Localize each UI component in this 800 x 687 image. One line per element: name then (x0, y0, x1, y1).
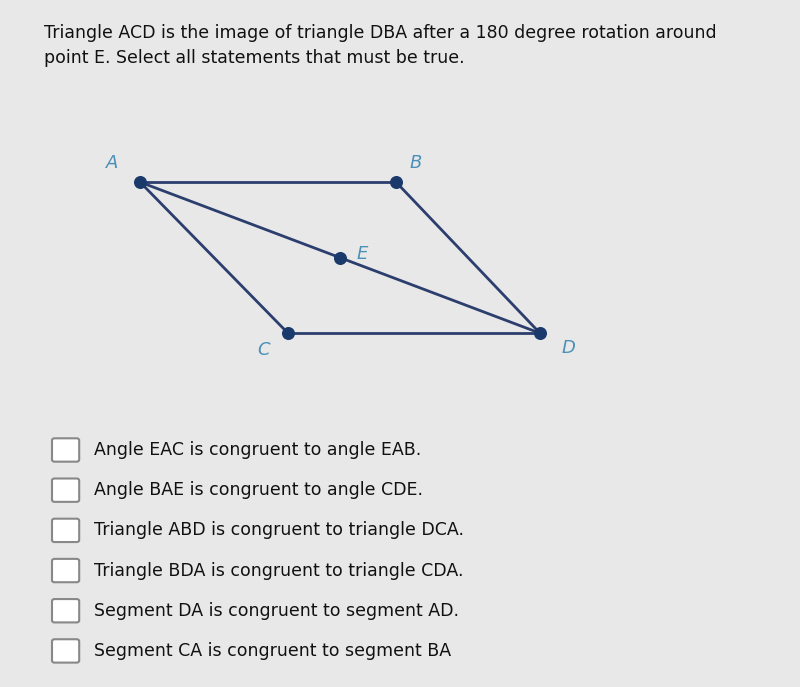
FancyBboxPatch shape (52, 599, 79, 622)
FancyBboxPatch shape (52, 438, 79, 462)
Text: Segment DA is congruent to segment AD.: Segment DA is congruent to segment AD. (94, 602, 459, 620)
Point (134, 177, 146, 188)
FancyBboxPatch shape (52, 478, 79, 502)
Text: A: A (106, 154, 118, 172)
Text: Triangle ACD is the image of triangle DBA after a 180 degree rotation around: Triangle ACD is the image of triangle DB… (44, 24, 717, 42)
Point (282, 328, 294, 339)
FancyBboxPatch shape (52, 559, 79, 583)
Point (334, 252, 346, 263)
Text: C: C (258, 341, 270, 359)
Point (390, 177, 402, 188)
Text: Triangle BDA is congruent to triangle CDA.: Triangle BDA is congruent to triangle CD… (94, 561, 464, 580)
FancyBboxPatch shape (52, 519, 79, 542)
Text: Triangle ABD is congruent to triangle DCA.: Triangle ABD is congruent to triangle DC… (94, 521, 464, 539)
Text: point E. Select all statements that must be true.: point E. Select all statements that must… (44, 49, 465, 67)
Text: Angle EAC is congruent to angle EAB.: Angle EAC is congruent to angle EAB. (94, 441, 422, 459)
Point (534, 328, 546, 339)
Text: Segment CA is congruent to segment BA: Segment CA is congruent to segment BA (94, 642, 451, 660)
FancyBboxPatch shape (52, 640, 79, 662)
Text: Angle BAE is congruent to angle CDE.: Angle BAE is congruent to angle CDE. (94, 481, 423, 499)
Text: E: E (357, 245, 368, 263)
Text: D: D (561, 339, 575, 357)
Text: B: B (410, 154, 422, 172)
